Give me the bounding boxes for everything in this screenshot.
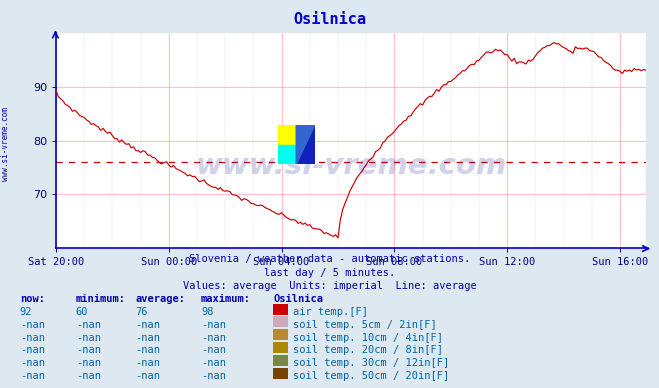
Text: -nan: -nan [20, 345, 45, 355]
Text: www.si-vreme.com: www.si-vreme.com [1, 107, 10, 180]
Text: 76: 76 [135, 307, 148, 317]
Text: -nan: -nan [201, 358, 226, 368]
Text: -nan: -nan [201, 371, 226, 381]
Text: -nan: -nan [76, 345, 101, 355]
Text: -nan: -nan [135, 320, 160, 330]
Text: www.si-vreme.com: www.si-vreme.com [195, 152, 507, 180]
Polygon shape [297, 125, 314, 164]
Text: -nan: -nan [135, 371, 160, 381]
Text: -nan: -nan [20, 333, 45, 343]
Text: 60: 60 [76, 307, 88, 317]
Text: soil temp. 50cm / 20in[F]: soil temp. 50cm / 20in[F] [293, 371, 449, 381]
Text: -nan: -nan [76, 333, 101, 343]
Bar [297, 125, 314, 164]
Bar [278, 145, 297, 164]
Text: -nan: -nan [201, 333, 226, 343]
Text: -nan: -nan [20, 371, 45, 381]
Text: Values: average  Units: imperial  Line: average: Values: average Units: imperial Line: av… [183, 281, 476, 291]
Text: -nan: -nan [76, 371, 101, 381]
Text: air temp.[F]: air temp.[F] [293, 307, 368, 317]
Text: -nan: -nan [201, 345, 226, 355]
Text: -nan: -nan [76, 320, 101, 330]
Text: last day / 5 minutes.: last day / 5 minutes. [264, 268, 395, 278]
Text: -nan: -nan [135, 333, 160, 343]
Text: soil temp. 5cm / 2in[F]: soil temp. 5cm / 2in[F] [293, 320, 437, 330]
Text: -nan: -nan [76, 358, 101, 368]
Text: soil temp. 10cm / 4in[F]: soil temp. 10cm / 4in[F] [293, 333, 444, 343]
Text: -nan: -nan [20, 358, 45, 368]
Text: -nan: -nan [135, 358, 160, 368]
Text: now:: now: [20, 294, 45, 304]
Text: Osilnica: Osilnica [293, 12, 366, 27]
Text: -nan: -nan [20, 320, 45, 330]
Text: -nan: -nan [201, 320, 226, 330]
Text: maximum:: maximum: [201, 294, 251, 304]
Text: 98: 98 [201, 307, 214, 317]
Text: average:: average: [135, 294, 185, 304]
Text: 92: 92 [20, 307, 32, 317]
Text: Slovenia / weather data - automatic stations.: Slovenia / weather data - automatic stat… [189, 254, 470, 264]
Text: soil temp. 20cm / 8in[F]: soil temp. 20cm / 8in[F] [293, 345, 444, 355]
Text: -nan: -nan [135, 345, 160, 355]
Text: soil temp. 30cm / 12in[F]: soil temp. 30cm / 12in[F] [293, 358, 449, 368]
Text: minimum:: minimum: [76, 294, 126, 304]
Text: Osilnica: Osilnica [273, 294, 324, 304]
Bar [278, 125, 297, 145]
